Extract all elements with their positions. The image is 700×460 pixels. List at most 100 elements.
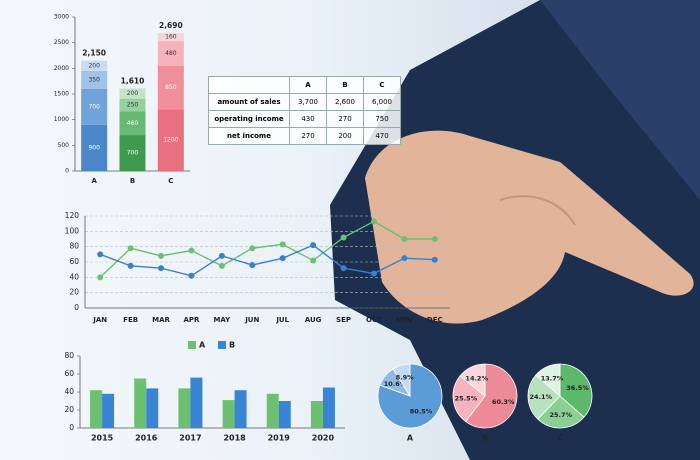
pie-slice (527, 374, 561, 420)
total-label: 2,150 (82, 49, 106, 58)
x-tick-label: JUL (275, 316, 289, 324)
bar-segment (81, 88, 108, 125)
pie-slice (537, 395, 585, 429)
y-tick-label: 100 (65, 226, 80, 235)
bar (178, 388, 191, 428)
x-tick-label: SEP (336, 316, 351, 324)
point (218, 252, 225, 259)
segment-label: 350 (88, 76, 100, 83)
y-tick-label: 1500 (54, 91, 69, 98)
segment-label: 200 (127, 90, 139, 97)
cell: 270 (289, 127, 327, 145)
point (249, 262, 256, 269)
x-tick-label: APR (183, 316, 200, 324)
pie-title: C (557, 434, 563, 443)
segment-label: 700 (88, 103, 100, 110)
y-tick-label: 40 (64, 387, 74, 396)
y-tick-label: 0 (74, 303, 79, 312)
pie-title: B (482, 434, 488, 443)
legend-label: B (229, 341, 235, 350)
bar (134, 378, 147, 428)
column-header: C (363, 76, 401, 94)
pie-slice (459, 363, 486, 397)
point (127, 245, 134, 252)
cell: 470 (363, 127, 401, 145)
pie-title: A (407, 434, 414, 443)
bar-segment (119, 98, 146, 112)
bar-segment (157, 109, 184, 171)
point (188, 247, 195, 254)
hand-crease (499, 195, 576, 226)
slice-label: 10.6% (384, 380, 407, 388)
total-label: 1,610 (121, 76, 145, 85)
segment-label: 160 (165, 34, 177, 41)
point (97, 251, 104, 258)
bar-segment (119, 88, 146, 99)
point (370, 218, 377, 225)
point (249, 245, 256, 252)
point (279, 241, 286, 248)
bar (266, 393, 279, 428)
x-tick-label: A (91, 177, 97, 185)
segment-label: 700 (127, 150, 139, 157)
x-tick-label: 2017 (179, 434, 201, 443)
x-tick-label: 2018 (223, 434, 246, 443)
pie-slice (452, 375, 486, 423)
bar-segment (119, 135, 146, 171)
point (370, 270, 377, 277)
point (340, 265, 347, 272)
y-tick-label: 60 (69, 257, 79, 266)
slice-label: 25.7% (550, 411, 573, 419)
point (340, 234, 347, 241)
slice-label: 8.9% (396, 374, 415, 382)
y-tick-label: 20 (64, 405, 74, 414)
bar (222, 400, 235, 428)
legend-label: A (199, 341, 206, 350)
x-tick-label: NOV (396, 316, 414, 324)
segment-label: 900 (88, 144, 100, 151)
point (310, 257, 317, 264)
x-tick-label: JAN (92, 316, 107, 324)
point (401, 255, 408, 262)
legend-swatch (188, 341, 196, 349)
segment-label: 460 (127, 120, 139, 127)
slice-label: 80.5% (410, 408, 433, 416)
point (158, 252, 165, 259)
bar (102, 393, 115, 428)
bar-segment (81, 124, 108, 171)
point (401, 236, 408, 242)
y-tick-label: 2500 (54, 39, 69, 46)
y-tick-label: 0 (65, 168, 69, 175)
slice-label: 25.5% (455, 394, 478, 402)
bar-segment (119, 111, 146, 136)
x-tick-label: MAY (213, 316, 231, 324)
pie-slice (392, 363, 411, 398)
y-tick-label: 1000 (54, 116, 69, 123)
pie-slice (465, 363, 518, 429)
bar-segment (157, 41, 184, 66)
point (127, 262, 134, 269)
point (310, 242, 317, 249)
segment-label: 850 (165, 84, 177, 91)
data-table: A B C amount of sales 3,700 2,600 6,000 … (208, 76, 401, 145)
bar (278, 401, 291, 428)
slice-label: 14.2% (465, 375, 488, 383)
x-tick-label: B (130, 177, 135, 185)
y-tick-label: 60 (64, 369, 74, 378)
slice-label: 13.7% (541, 375, 564, 383)
x-tick-label: DEC (427, 316, 443, 324)
bar-segment (157, 32, 184, 42)
pie-slice (559, 363, 593, 418)
cell: 6,000 (363, 93, 401, 111)
bar-segment (157, 65, 184, 110)
y-tick-label: 500 (58, 142, 70, 149)
point (279, 255, 286, 262)
point (218, 262, 225, 269)
x-tick-label: OCT (366, 316, 382, 324)
point (97, 274, 104, 281)
x-tick-label: JUN (244, 316, 259, 324)
x-tick-label: FEB (123, 316, 138, 324)
bar (234, 390, 247, 428)
